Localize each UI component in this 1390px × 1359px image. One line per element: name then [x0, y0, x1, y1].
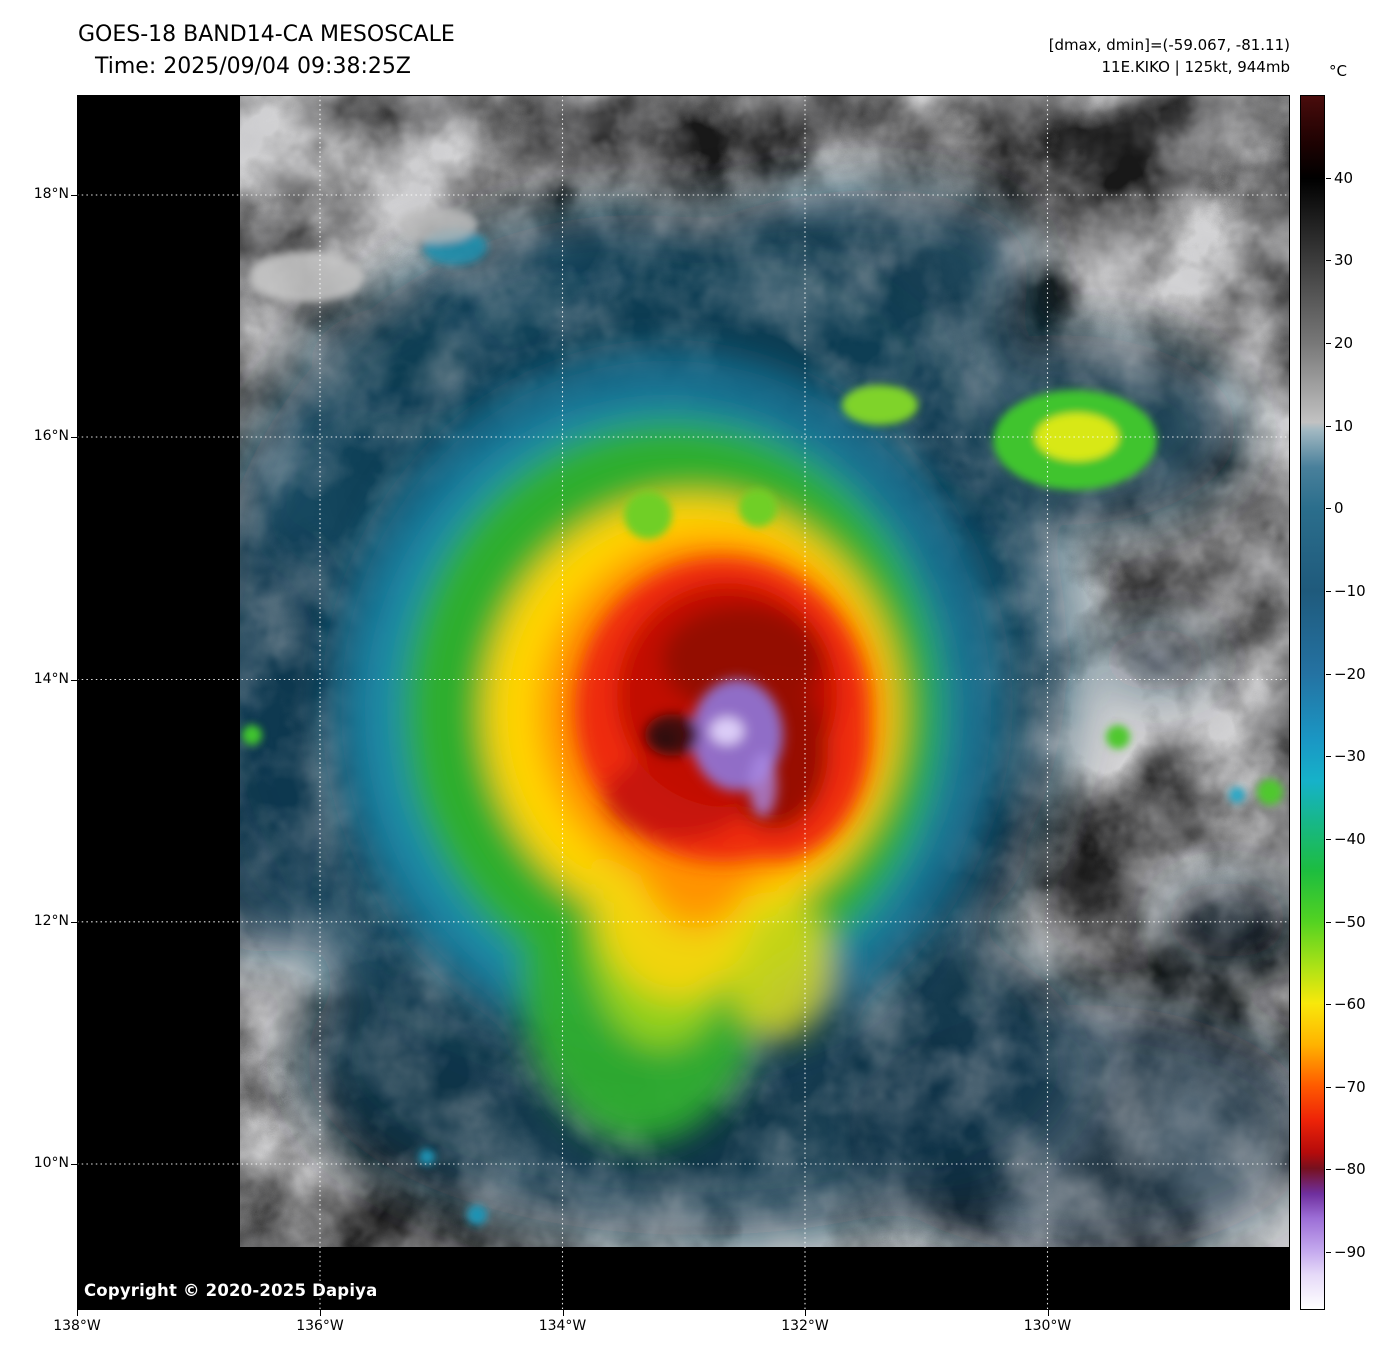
lon-tick-mark: [320, 1310, 321, 1316]
colorbar-tick-mark: [1326, 177, 1331, 179]
colorbar-tick-label: 40: [1334, 168, 1354, 187]
lat-tick-mark: [71, 437, 77, 438]
colorbar-tick-mark: [1326, 342, 1331, 344]
colorbar-tick-label: 0: [1334, 499, 1344, 518]
lat-tick-label: 12°N: [33, 912, 69, 929]
colorbar-tick-label: −80: [1334, 1160, 1366, 1179]
info-block: [dmax, dmin]=(-59.067, -81.11) 11E.KIKO …: [1049, 34, 1290, 78]
colorbar-tick-label: 10: [1334, 416, 1354, 435]
lat-tick-label: 18°N: [33, 186, 69, 202]
lon-tick-label: 136°W: [296, 1318, 344, 1334]
colorbar-tick-mark: [1326, 1169, 1331, 1171]
copyright-label: Copyright © 2020-2025 Dapiya: [84, 1281, 378, 1300]
satellite-data-region: [240, 95, 1290, 1247]
lat-tick-label: 14°N: [33, 670, 69, 687]
lat-tick-mark: [71, 679, 77, 681]
colorbar-tick-label: −60: [1334, 995, 1366, 1014]
colorbar: [1300, 95, 1325, 1310]
colorbar-tick-label: −70: [1334, 1077, 1366, 1096]
colorbar-tick-mark: [1326, 425, 1331, 427]
hurricane-eye-region: [645, 679, 783, 817]
scattered-convection-blobs: [242, 207, 1283, 1225]
plot-title: GOES-18 BAND14-CA MESOSCALE: [78, 22, 455, 47]
colorbar-tick-label: −20: [1334, 664, 1366, 683]
lat-tick-mark: [71, 1164, 77, 1165]
lon-tick-label: 138°W: [53, 1318, 101, 1334]
storm-label: 11E.KIKO | 125kt, 944mb: [1101, 58, 1290, 76]
lat-tick-mark: [71, 921, 77, 923]
lon-tick-mark: [562, 1310, 564, 1316]
colorbar-tick-mark: [1326, 921, 1331, 923]
colorbar-tick-mark: [1326, 590, 1331, 592]
lon-tick-label: 132°W: [781, 1318, 829, 1334]
graticule: [77, 95, 1290, 1310]
colorbar-tick-label: 30: [1334, 251, 1354, 270]
lon-tick-mark: [805, 1310, 806, 1316]
plot-time-label: Time: 2025/09/04 09:38:25Z: [95, 54, 411, 79]
colorbar-tick-label: −50: [1334, 912, 1366, 931]
lat-tick-mark: [71, 195, 77, 196]
colorbar-tick-mark: [1326, 1004, 1331, 1006]
colorbar-tick-mark: [1326, 508, 1331, 510]
plot-border: [77, 95, 1290, 1310]
lon-tick-label: 134°W: [538, 1318, 587, 1334]
colorbar-tick-label: −30: [1334, 747, 1366, 766]
colorbar-tick-label: 20: [1334, 333, 1354, 352]
colorbar-tick-mark: [1326, 1086, 1331, 1088]
dmax-dmin-label: [dmax, dmin]=(-59.067, -81.11): [1048, 36, 1290, 54]
colorbar-tick-mark: [1326, 756, 1331, 758]
lon-tick-label: 130°W: [1023, 1318, 1072, 1334]
colorbar-tick-label: −90: [1334, 1243, 1366, 1262]
colorbar-unit-label: °C: [1329, 62, 1347, 80]
map-plot: Copyright © 2020-2025 Dapiya: [77, 95, 1290, 1310]
lon-tick-mark: [1047, 1310, 1049, 1316]
colorbar-tick-mark: [1326, 1252, 1331, 1254]
colorbar-tick-label: −40: [1334, 829, 1366, 848]
lat-tick-label: 16°N: [33, 428, 69, 444]
colorbar-tick-label: −10: [1334, 581, 1366, 600]
lat-tick-label: 10°N: [33, 1155, 69, 1171]
satellite-image: [77, 95, 1290, 1310]
colorbar-tick-mark: [1326, 260, 1331, 262]
colorbar-tick-mark: [1326, 838, 1331, 840]
colorbar-tick-mark: [1326, 673, 1331, 675]
lon-tick-mark: [77, 1310, 78, 1316]
